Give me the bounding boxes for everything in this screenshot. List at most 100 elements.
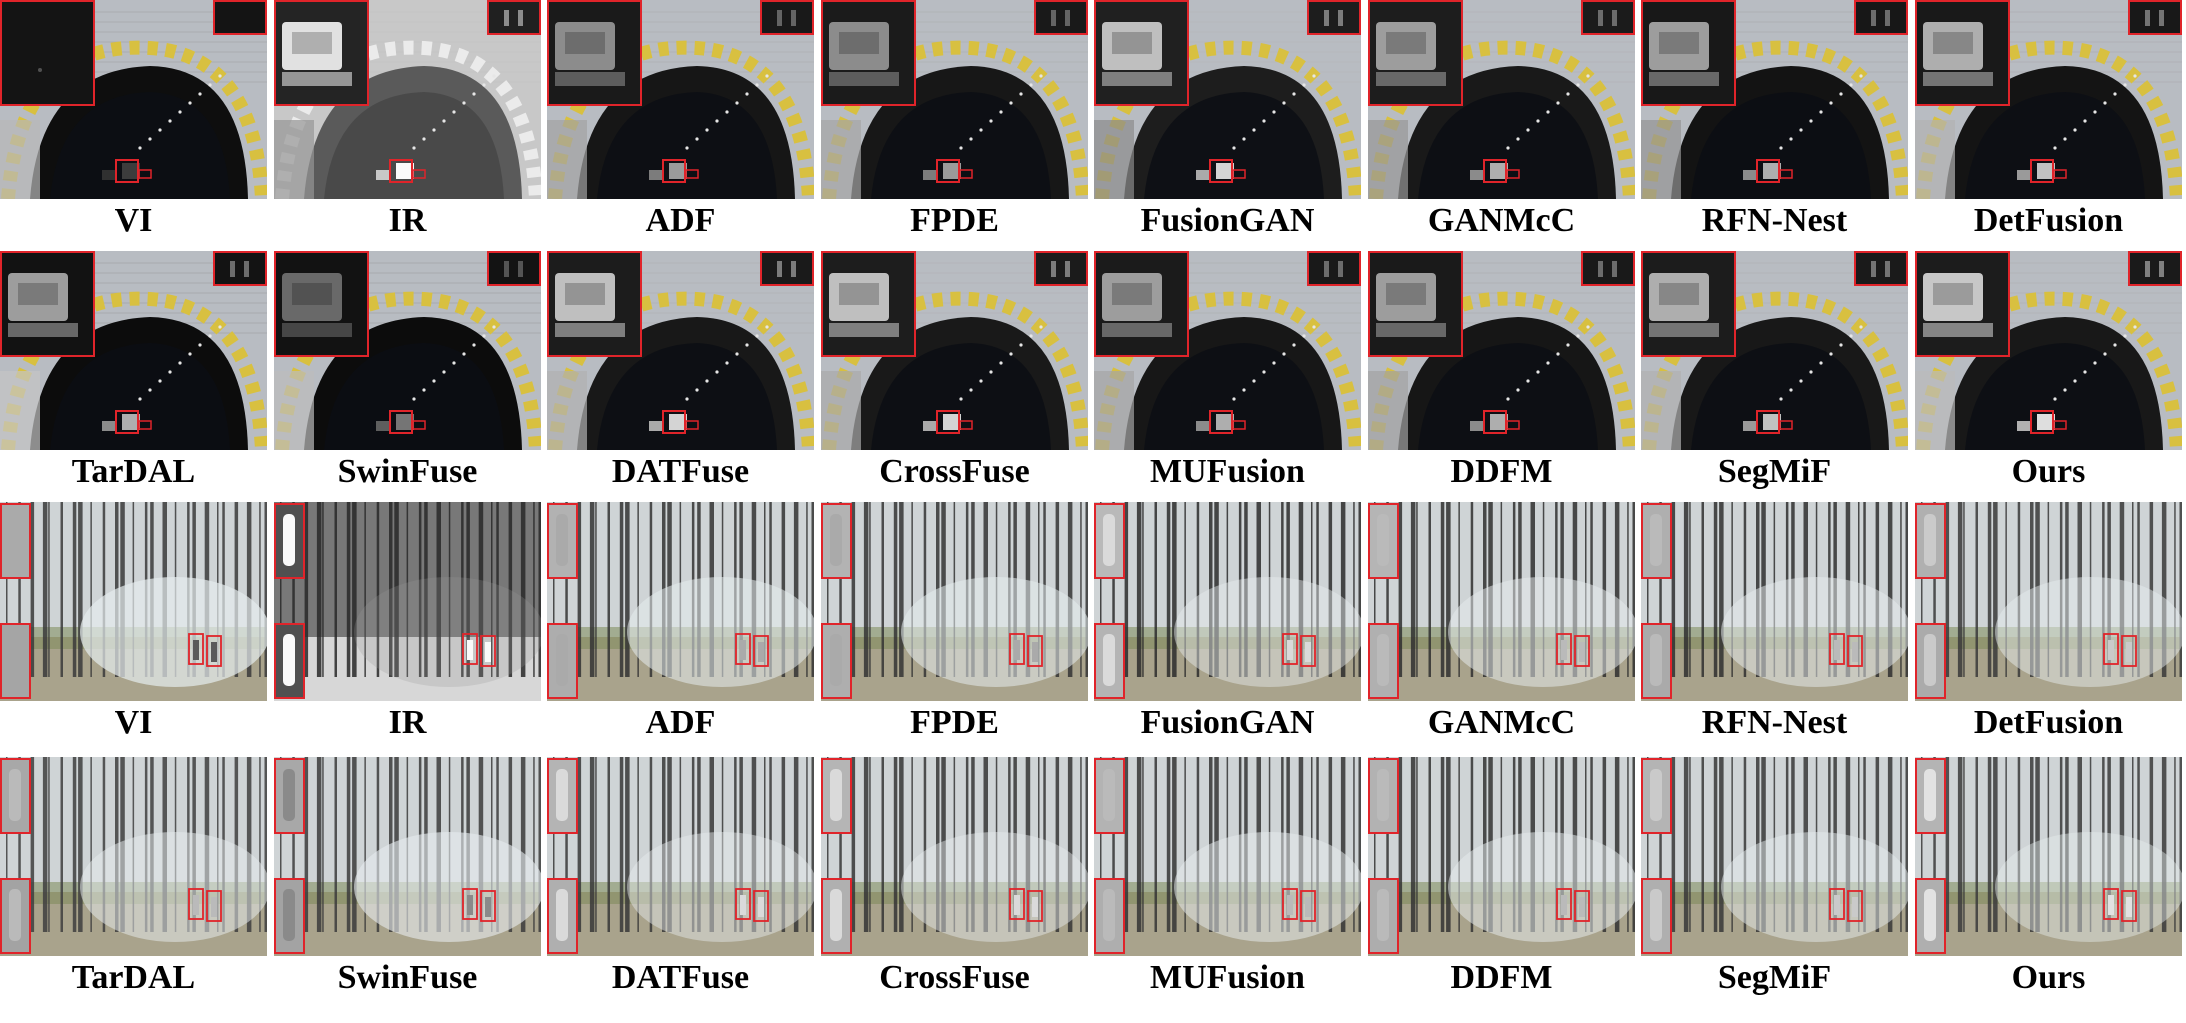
forest-scene-image: [0, 502, 267, 701]
fusion-result-cell: SwinFuse: [274, 757, 547, 1000]
forest-scene-image: [1094, 757, 1361, 956]
fusion-result-cell: GANMcC: [1368, 0, 1641, 243]
tunnel-scene-image: [547, 251, 814, 450]
tunnel-scene-render: [1368, 251, 1635, 450]
forest-scene-render: [1094, 757, 1361, 956]
tunnel-scene-image: [1641, 251, 1908, 450]
forest-scene-image: [1368, 502, 1635, 701]
tunnel-scene-render: [0, 0, 267, 199]
fusion-result-cell: RFN-Nest: [1641, 502, 1914, 745]
fusion-result-cell: MUFusion: [1094, 251, 1367, 494]
forest-scene-render: [1641, 502, 1908, 701]
forest-scene-render: [1641, 757, 1908, 956]
fusion-result-cell: IR: [274, 0, 547, 243]
forest-scene-image: [274, 757, 541, 956]
method-label: SwinFuse: [337, 453, 478, 490]
tunnel-scene-render: [1915, 251, 2182, 450]
method-label: Ours: [2011, 453, 2086, 490]
fusion-result-cell: CrossFuse: [821, 757, 1094, 1000]
method-label: VI: [114, 202, 153, 239]
forest-scene-render: [1368, 757, 1635, 956]
forest-scene-render: [1094, 502, 1361, 701]
fusion-result-cell: SegMiF: [1641, 251, 1914, 494]
forest-scene-image: [1094, 502, 1361, 701]
method-label: CrossFuse: [879, 453, 1030, 490]
fusion-result-cell: SegMiF: [1641, 757, 1914, 1000]
forest-scene-render: [821, 502, 1088, 701]
fusion-result-cell: IR: [274, 502, 547, 745]
method-label: RFN-Nest: [1701, 202, 1848, 239]
tunnel-scene-image: [1094, 251, 1361, 450]
fusion-result-cell: Ours: [1915, 757, 2186, 1000]
tunnel-scene-render: [1094, 0, 1361, 199]
tunnel-scene-render: [821, 0, 1088, 199]
method-label: GANMcC: [1427, 704, 1576, 741]
forest-scene-image: [0, 757, 267, 956]
forest-scene-render: [0, 757, 267, 956]
forest-scene-image: [547, 757, 814, 956]
tunnel-scene-image: [821, 251, 1088, 450]
forest-scene-image: [1641, 757, 1908, 956]
tunnel-scene-render: [547, 251, 814, 450]
fusion-result-cell: MUFusion: [1094, 757, 1367, 1000]
fusion-result-cell: VI: [0, 502, 273, 745]
method-label: FPDE: [910, 202, 999, 239]
tunnel-scene-image: [1368, 251, 1635, 450]
method-label: DDFM: [1450, 959, 1553, 996]
method-label: FusionGAN: [1140, 202, 1315, 239]
tunnel-scene-image: [1641, 0, 1908, 199]
forest-scene-image: [821, 757, 1088, 956]
tunnel-scene-image: [821, 0, 1088, 199]
forest-scene-render: [547, 502, 814, 701]
method-label: SegMiF: [1717, 959, 1832, 996]
method-label: MUFusion: [1150, 453, 1305, 490]
forest-scene-render: [821, 757, 1088, 956]
forest-scene-image: [1915, 757, 2182, 956]
forest-scene-image: [821, 502, 1088, 701]
fusion-result-cell: GANMcC: [1368, 502, 1641, 745]
tunnel-scene-image: [1915, 0, 2182, 199]
forest-scene-image: [1641, 502, 1908, 701]
forest-scene-render: [0, 502, 267, 701]
tunnel-scene-render: [1641, 251, 1908, 450]
method-label: VI: [114, 704, 153, 741]
fusion-result-cell: FusionGAN: [1094, 502, 1367, 745]
tunnel-scene-image: [0, 0, 267, 199]
tunnel-scene-render: [1368, 0, 1635, 199]
forest-scene-image: [1368, 757, 1635, 956]
method-label: IR: [388, 202, 427, 239]
fusion-result-cell: DetFusion: [1915, 502, 2186, 745]
method-label: DetFusion: [1973, 704, 2124, 741]
tunnel-scene-render: [1094, 251, 1361, 450]
tunnel-scene-image: [0, 251, 267, 450]
method-label: GANMcC: [1427, 202, 1576, 239]
fusion-result-cell: VI: [0, 0, 273, 243]
method-label: TarDAL: [71, 453, 196, 490]
method-label: SegMiF: [1717, 453, 1832, 490]
method-label: CrossFuse: [879, 959, 1030, 996]
fusion-result-cell: ADF: [547, 0, 820, 243]
tunnel-scene-image: [547, 0, 814, 199]
method-label: TarDAL: [71, 959, 196, 996]
fusion-result-cell: SwinFuse: [274, 251, 547, 494]
forest-scene-render: [547, 757, 814, 956]
forest-scene-render: [274, 757, 541, 956]
method-label: DDFM: [1450, 453, 1553, 490]
tunnel-scene-image: [274, 251, 541, 450]
tunnel-scene-image: [1368, 0, 1635, 199]
method-label: FPDE: [910, 704, 999, 741]
method-label: DATFuse: [611, 453, 750, 490]
tunnel-scene-render: [274, 251, 541, 450]
fusion-result-cell: FusionGAN: [1094, 0, 1367, 243]
fusion-result-cell: RFN-Nest: [1641, 0, 1914, 243]
tunnel-scene-render: [0, 251, 267, 450]
forest-scene-render: [1368, 502, 1635, 701]
tunnel-scene-render: [821, 251, 1088, 450]
fusion-result-cell: ADF: [547, 502, 820, 745]
fusion-result-cell: DDFM: [1368, 757, 1641, 1000]
method-label: SwinFuse: [337, 959, 478, 996]
forest-scene-image: [274, 502, 541, 701]
tunnel-scene-render: [547, 0, 814, 199]
method-label: IR: [388, 704, 427, 741]
method-label: DATFuse: [611, 959, 750, 996]
